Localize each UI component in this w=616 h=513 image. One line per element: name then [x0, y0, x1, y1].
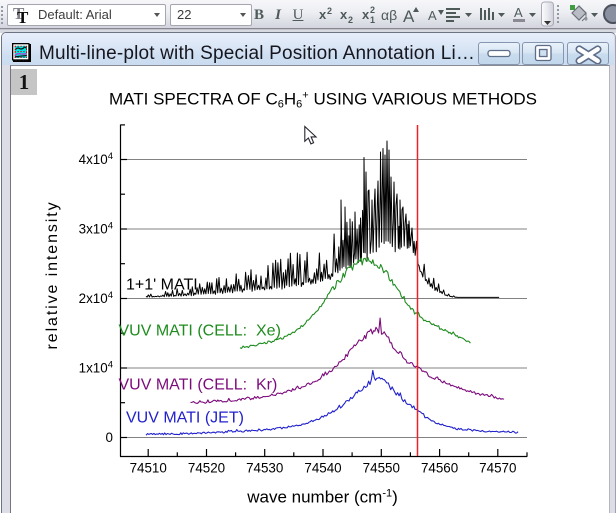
svg-text:3x104: 3x104 — [79, 221, 113, 237]
svg-text:74520: 74520 — [188, 461, 225, 476]
svg-text:74530: 74530 — [246, 461, 283, 476]
svg-text:2: 2 — [327, 6, 332, 16]
svg-text:74570: 74570 — [479, 461, 516, 476]
svg-text:4x104: 4x104 — [79, 151, 113, 167]
svg-text:αβ: αβ — [381, 7, 397, 23]
svg-text:VUV MATI (CELL: Kr): VUV MATI (CELL: Kr) — [119, 377, 278, 394]
svg-text:2: 2 — [348, 15, 353, 25]
svg-text:relative intensity: relative intensity — [44, 201, 61, 350]
svg-text:x: x — [340, 7, 348, 22]
svg-text:1: 1 — [370, 15, 375, 25]
svg-text:1x104: 1x104 — [79, 360, 113, 376]
svg-text:2: 2 — [370, 5, 375, 15]
svg-text:A: A — [514, 5, 523, 20]
svg-text:74540: 74540 — [304, 461, 341, 476]
svg-text:74550: 74550 — [363, 461, 400, 476]
svg-text:74510: 74510 — [130, 461, 167, 476]
svg-text:x: x — [362, 7, 370, 22]
svg-text:VUV MATI (CELL: Xe): VUV MATI (CELL: Xe) — [119, 323, 281, 340]
svg-text:VUV MATI (JET): VUV MATI (JET) — [126, 410, 244, 427]
svg-text:2x104: 2x104 — [79, 290, 113, 306]
svg-text:0: 0 — [106, 430, 113, 445]
svg-text:1+1' MATI: 1+1' MATI — [126, 277, 198, 294]
svg-text:74560: 74560 — [421, 461, 458, 476]
svg-text:x: x — [319, 7, 327, 22]
svg-text:A: A — [428, 8, 437, 23]
svg-text:MATI SPECTRA OF C6H6+ USING VA: MATI SPECTRA OF C6H6+ USING VARIOUS METH… — [109, 90, 537, 111]
svg-text:wave number (cm-1): wave number (cm-1) — [246, 488, 398, 507]
svg-text:A: A — [403, 7, 415, 26]
